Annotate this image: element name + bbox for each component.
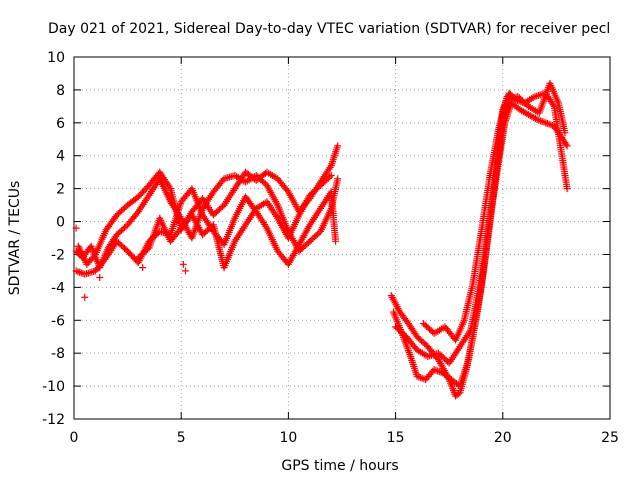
data-point xyxy=(543,119,551,127)
data-point xyxy=(415,373,423,381)
data-point xyxy=(76,268,84,276)
x-tick-label: 5 xyxy=(177,430,186,446)
y-tick-label: -4 xyxy=(51,280,65,296)
x-tick-label: 25 xyxy=(601,430,619,446)
y-tick-label: -10 xyxy=(42,379,65,395)
data-point xyxy=(332,237,340,245)
data-point xyxy=(72,267,80,275)
data-point xyxy=(179,260,187,268)
data-point xyxy=(545,120,553,128)
data-point xyxy=(562,140,570,148)
data-point xyxy=(540,118,548,126)
axis-ticks: 0 5 10 15 20 25 -12 -10 -8 -6 -4 -2 0 2 4 6 8 10 xyxy=(42,50,619,446)
y-tick-label: -2 xyxy=(51,247,65,263)
y-tick-label: -6 xyxy=(51,313,65,329)
data-point xyxy=(72,224,80,232)
data-point xyxy=(181,267,189,275)
data-point xyxy=(430,366,438,374)
plot-frame xyxy=(73,56,611,420)
y-tick-label: -8 xyxy=(51,346,65,362)
x-axis-label: GPS time / hours xyxy=(281,458,398,474)
data-point xyxy=(74,268,82,276)
data-point xyxy=(432,366,440,374)
x-tick-label: 0 xyxy=(70,430,79,446)
y-tick-label: 6 xyxy=(56,116,65,132)
data-point xyxy=(96,273,104,281)
data-points xyxy=(72,79,571,400)
x-tick-label: 20 xyxy=(494,430,512,446)
y-tick-label: 8 xyxy=(56,83,65,99)
data-point xyxy=(327,171,335,179)
data-point xyxy=(503,92,511,100)
data-point xyxy=(542,119,550,127)
data-point xyxy=(561,129,569,137)
data-point xyxy=(326,173,334,181)
data-point xyxy=(533,116,541,124)
data-point xyxy=(90,252,98,260)
data-point xyxy=(434,367,442,375)
x-tick-label: 15 xyxy=(387,430,405,446)
data-point xyxy=(547,121,555,129)
y-tick-label: 4 xyxy=(56,149,65,165)
data-point xyxy=(81,293,89,301)
data-point xyxy=(77,269,85,277)
data-point xyxy=(509,94,517,102)
data-point xyxy=(420,375,428,383)
chart-title: Day 021 of 2021, Sidereal Day-to-day VTE… xyxy=(48,21,610,37)
data-point xyxy=(531,115,539,123)
data-point xyxy=(139,264,147,272)
data-point xyxy=(334,142,342,150)
data-point xyxy=(535,116,543,124)
data-point xyxy=(563,185,571,193)
y-axis-label: SDTVAR / TECUs xyxy=(7,181,23,296)
x-tick-label: 10 xyxy=(279,430,297,446)
data-point xyxy=(334,175,342,183)
y-tick-label: 10 xyxy=(47,50,65,66)
data-point xyxy=(512,93,520,101)
data-point xyxy=(537,117,545,125)
data-point xyxy=(416,374,424,382)
y-tick-label: 0 xyxy=(56,215,65,231)
data-point xyxy=(538,118,546,126)
data-point xyxy=(435,368,443,376)
data-point xyxy=(563,142,571,150)
y-tick-label: -12 xyxy=(42,412,65,428)
y-tick-label: 2 xyxy=(56,182,65,198)
data-point xyxy=(413,372,421,380)
